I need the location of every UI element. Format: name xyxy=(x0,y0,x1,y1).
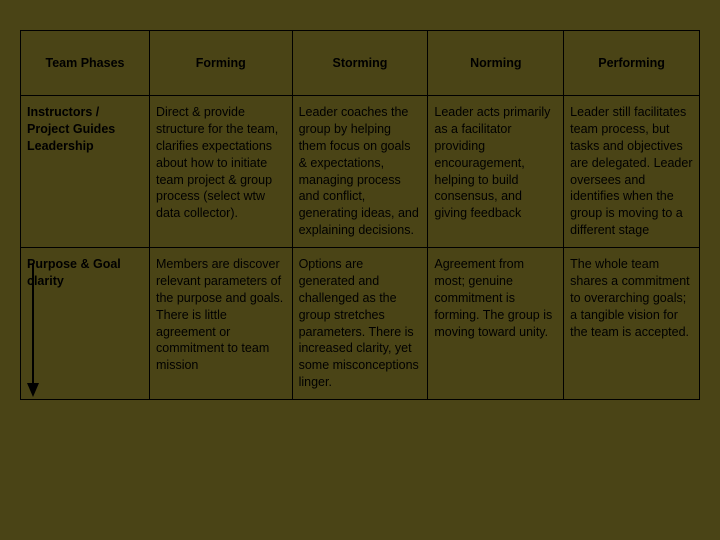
header-row: Team Phases Forming Storming Norming Per… xyxy=(21,31,700,96)
row-header-instructors: Instructors / Project Guides Leadership xyxy=(21,96,150,248)
cell: Members are discover relevant parameters… xyxy=(150,248,293,400)
table-row: Purpose & Goal clarity Members are disco… xyxy=(21,248,700,400)
row-header-text: Instructors / Project Guides Leadership xyxy=(27,105,115,153)
col-header-performing: Performing xyxy=(564,31,700,96)
table-row: Instructors / Project Guides Leadership … xyxy=(21,96,700,248)
col-header-storming: Storming xyxy=(292,31,428,96)
cell: Direct & provide structure for the team,… xyxy=(150,96,293,248)
slide-page: Team Phases Forming Storming Norming Per… xyxy=(0,0,720,540)
col-header-phases: Team Phases xyxy=(21,31,150,96)
cell: Leader still facilitates team process, b… xyxy=(564,96,700,248)
col-header-norming: Norming xyxy=(428,31,564,96)
cell: The whole team shares a commitment to ov… xyxy=(564,248,700,400)
row-header-purpose: Purpose & Goal clarity xyxy=(21,248,150,400)
col-header-forming: Forming xyxy=(150,31,293,96)
team-phases-table: Team Phases Forming Storming Norming Per… xyxy=(20,30,700,400)
cell: Leader acts primarily as a facilitator p… xyxy=(428,96,564,248)
cell: Leader coaches the group by helping them… xyxy=(292,96,428,248)
cell: Options are generated and challenged as … xyxy=(292,248,428,400)
cell: Agreement from most; genuine commitment … xyxy=(428,248,564,400)
